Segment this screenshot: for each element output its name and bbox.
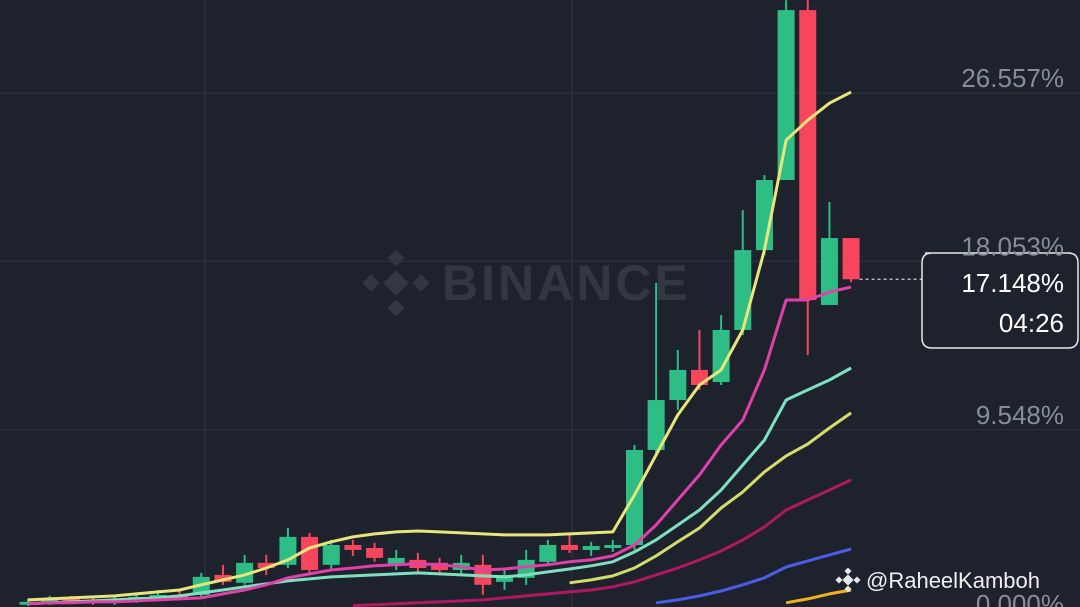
candle-body xyxy=(777,10,795,181)
candle-body xyxy=(647,400,665,450)
candle-body xyxy=(820,238,838,305)
y-tick-label: 0.000% xyxy=(976,589,1064,607)
candle-body xyxy=(604,545,622,548)
countdown: 04:26 xyxy=(999,308,1064,338)
candle-body xyxy=(799,10,817,301)
candle-body xyxy=(690,369,708,385)
candle-body xyxy=(734,250,752,330)
last-price-label: 17.148% xyxy=(961,268,1064,298)
candle-body xyxy=(561,545,578,550)
candle-body xyxy=(539,545,557,562)
candle-body xyxy=(344,545,362,550)
ma-line xyxy=(785,588,852,605)
watermark-text: BINANCE xyxy=(442,255,691,311)
candle-body xyxy=(236,562,254,583)
credit: @RaheelKamboh xyxy=(866,568,1040,593)
candle-body xyxy=(257,562,275,568)
candle-body xyxy=(712,329,730,383)
y-tick-label: 9.548% xyxy=(976,400,1064,430)
candle-body xyxy=(582,546,600,550)
candle-body xyxy=(842,238,860,280)
candle-body xyxy=(387,557,405,565)
ma-line xyxy=(27,90,852,602)
candle-body xyxy=(431,562,449,570)
y-tick-label: 18.053% xyxy=(961,231,1064,261)
ma-line xyxy=(569,411,852,585)
ma-line xyxy=(655,547,852,605)
candle-body xyxy=(366,547,384,558)
y-tick-label: 26.557% xyxy=(961,63,1064,93)
ma-line xyxy=(27,285,852,606)
candle-body xyxy=(301,536,319,570)
candle-body xyxy=(41,598,59,603)
ma-line xyxy=(27,366,852,606)
price-box xyxy=(921,252,1079,349)
candle-body xyxy=(669,369,687,401)
ma-line xyxy=(352,478,852,607)
candle-body xyxy=(322,545,340,565)
